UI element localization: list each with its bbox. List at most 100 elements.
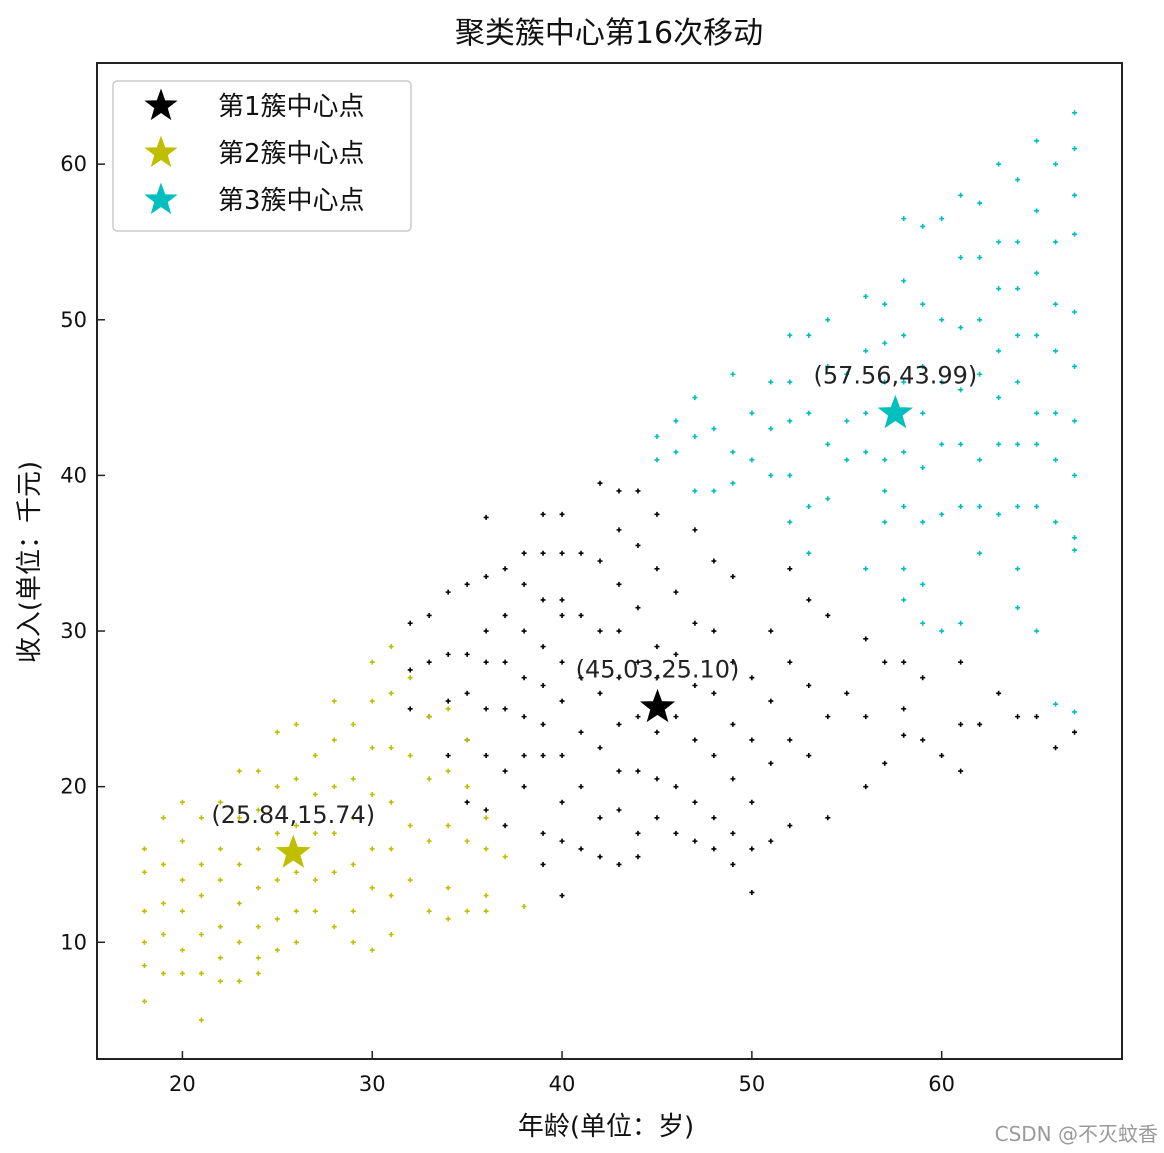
scatter-point-cluster-1: [502, 706, 508, 712]
scatter-point-cluster-3: [1034, 441, 1040, 447]
scatter-point-cluster-1: [749, 846, 755, 852]
scatter-point-cluster-1: [616, 527, 622, 533]
scatter-point-cluster-1: [578, 784, 584, 790]
scatter-point-cluster-2: [350, 939, 356, 945]
scatter-point-cluster-3: [882, 488, 888, 494]
scatter-point-cluster-2: [255, 846, 261, 852]
scatter-point-cluster-1: [464, 690, 470, 696]
scatter-point-cluster-1: [768, 760, 774, 766]
scatter-point-cluster-2: [274, 877, 280, 883]
scatter-point-cluster-2: [350, 815, 356, 821]
scatter-point-cluster-3: [863, 348, 869, 354]
scatter-point-cluster-3: [996, 348, 1002, 354]
scatter-point-cluster-3: [787, 519, 793, 525]
scatter-point-cluster-2: [331, 830, 337, 836]
x-tick-label: 30: [359, 1072, 386, 1096]
scatter-point-cluster-3: [863, 566, 869, 572]
scatter-point-cluster-1: [711, 815, 717, 821]
scatter-point-cluster-3: [1053, 161, 1059, 167]
x-tick-label: 20: [169, 1072, 196, 1096]
scatter-point-cluster-3: [1072, 110, 1078, 116]
scatter-point-cluster-1: [502, 659, 508, 665]
scatter-point-cluster-2: [179, 838, 185, 844]
scatter-point-cluster-2: [141, 939, 147, 945]
scatter-point-cluster-1: [578, 550, 584, 556]
scatter-point-cluster-1: [483, 706, 489, 712]
scatter-point-cluster-1: [521, 628, 527, 634]
scatter-point-cluster-2: [141, 908, 147, 914]
scatter-point-cluster-1: [635, 542, 641, 548]
scatter-point-cluster-1: [730, 659, 736, 665]
data-points: [141, 110, 1078, 1023]
scatter-point-cluster-3: [749, 457, 755, 463]
scatter-point-cluster-2: [350, 908, 356, 914]
scatter-point-cluster-1: [654, 566, 660, 572]
scatter-point-cluster-1: [711, 628, 717, 634]
scatter-point-cluster-1: [521, 675, 527, 681]
scatter-point-cluster-2: [160, 815, 166, 821]
cluster-centers: (45.03,25.10) (25.84,15.74) (57.56,43.99): [211, 361, 977, 868]
scatter-point-cluster-1: [806, 683, 812, 688]
scatter-point-cluster-3: [844, 418, 850, 424]
scatter-point-cluster-2: [331, 784, 337, 790]
scatter-point-cluster-1: [578, 846, 584, 852]
scatter-point-cluster-1: [559, 511, 565, 517]
scatter-point-cluster-1: [958, 768, 964, 774]
legend-label-3: 第3簇中心点: [218, 186, 365, 216]
scatter-point-cluster-1: [597, 480, 603, 486]
scatter-point-cluster-1: [445, 753, 451, 759]
scatter-point-cluster-2: [331, 737, 337, 743]
scatter-point-cluster-1: [559, 550, 565, 556]
scatter-point-cluster-1: [1015, 714, 1021, 720]
scatter-point-cluster-1: [768, 628, 774, 634]
scatter-point-cluster-2: [388, 644, 394, 650]
scatter-point-cluster-1: [768, 838, 774, 844]
scatter-point-cluster-2: [407, 675, 413, 681]
scatter-point-cluster-3: [806, 504, 812, 510]
scatter-point-cluster-3: [1034, 332, 1040, 338]
scatter-point-cluster-1: [787, 659, 793, 665]
scatter-point-cluster-3: [977, 550, 983, 556]
scatter-point-cluster-3: [977, 504, 983, 510]
scatter-point-cluster-2: [274, 729, 280, 735]
scatter-point-cluster-3: [901, 278, 907, 284]
scatter-point-cluster-3: [1053, 410, 1059, 416]
scatter-point-cluster-1: [559, 753, 565, 759]
scatter-point-cluster-2: [255, 955, 261, 961]
y-axis-label: 收入(单位：千元): [15, 461, 45, 663]
scatter-point-cluster-1: [749, 799, 755, 805]
scatter-point-cluster-1: [730, 574, 736, 580]
scatter-point-cluster-1: [635, 830, 641, 836]
scatter-point-cluster-1: [559, 659, 565, 665]
scatter-point-cluster-1: [597, 558, 603, 564]
scatter-point-cluster-1: [578, 729, 584, 735]
scatter-point-cluster-3: [1072, 146, 1078, 152]
scatter-point-cluster-3: [958, 192, 964, 198]
scatter-point-cluster-3: [882, 379, 888, 385]
scatter-point-cluster-2: [293, 721, 299, 727]
scatter-point-cluster-1: [445, 651, 451, 657]
scatter-point-cluster-2: [312, 908, 318, 914]
scatter-point-cluster-3: [996, 239, 1002, 245]
scatter-point-cluster-1: [787, 566, 793, 572]
y-tick-label: 50: [60, 308, 87, 332]
scatter-point-cluster-3: [806, 332, 812, 338]
center-star-2: [275, 834, 311, 868]
scatter-point-cluster-2: [160, 932, 166, 937]
scatter-point-cluster-2: [388, 893, 394, 899]
scatter-point-cluster-2: [217, 877, 223, 883]
scatter-point-cluster-3: [882, 301, 888, 307]
scatter-point-cluster-1: [483, 659, 489, 665]
scatter-point-cluster-2: [388, 932, 394, 937]
scatter-point-cluster-2: [236, 861, 242, 867]
scatter-point-cluster-1: [730, 776, 736, 782]
scatter-point-cluster-3: [711, 426, 717, 432]
scatter-point-cluster-2: [350, 776, 356, 782]
scatter-point-cluster-1: [540, 644, 546, 650]
scatter-point-cluster-3: [692, 488, 698, 494]
scatter-point-cluster-1: [483, 514, 489, 520]
scatter-point-cluster-1: [540, 511, 546, 517]
scatter-point-cluster-3: [901, 597, 907, 603]
chart-title: 聚类簇中心第16次移动: [455, 16, 763, 51]
scatter-point-cluster-2: [426, 908, 432, 914]
